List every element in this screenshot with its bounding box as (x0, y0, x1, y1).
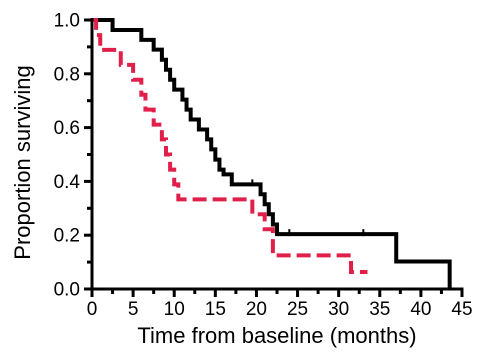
solid-survival-curve (92, 18, 452, 289)
y-tick-label: 0.2 (54, 226, 80, 247)
x-tick-label: 45 (451, 299, 472, 320)
dashed-survival-curve (92, 18, 368, 275)
y-ticks: 0.0 0.2 0.4 0.6 0.8 1.0 (54, 11, 92, 301)
x-tick-label: 30 (328, 299, 349, 320)
y-tick-label: 0.8 (54, 64, 80, 85)
x-tick-label: 35 (369, 299, 390, 320)
y-tick-label: 0.6 (54, 118, 80, 139)
x-tick-label: 10 (164, 299, 185, 320)
y-axis-title: Proportion surviving (10, 65, 35, 259)
x-tick-label: 40 (410, 299, 431, 320)
x-tick-label: 5 (128, 299, 139, 320)
axes (90, 18, 464, 291)
x-ticks: 0 5 10 15 20 25 30 35 40 45 (87, 289, 473, 320)
x-tick-label: 25 (287, 299, 308, 320)
x-tick-label: 15 (205, 299, 226, 320)
plot-area (92, 18, 452, 289)
x-axis-title: Time from baseline (months) (137, 323, 416, 348)
y-tick-label: 0.0 (54, 280, 80, 301)
x-tick-label: 0 (87, 299, 98, 320)
x-tick-label: 20 (246, 299, 267, 320)
y-tick-label: 1.0 (54, 11, 80, 32)
y-tick-label: 0.4 (54, 172, 81, 193)
